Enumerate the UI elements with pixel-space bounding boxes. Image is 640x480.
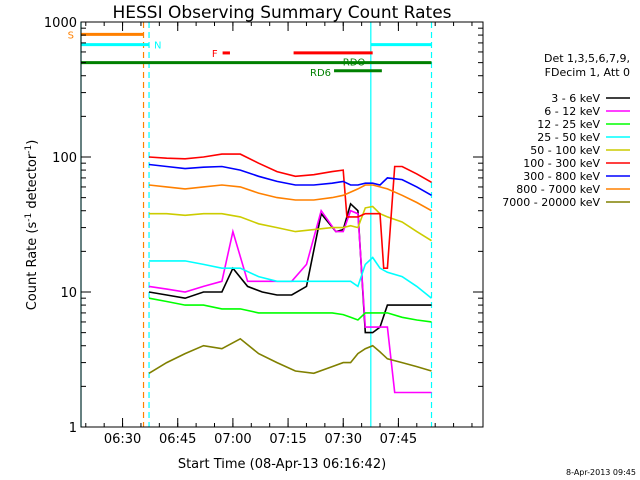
legend-header-1: Det 1,3,5,6,7,9, [544,52,630,65]
legend-label: 7000 - 20000 keV [502,196,600,209]
legend-label: 50 - 100 keV [530,144,600,157]
flag-label: S [68,30,74,41]
series-line [148,208,432,394]
flag-bars: S N F RDO RD6 [68,30,432,79]
x-tick-label: 06:45 [159,432,196,447]
y-label-part: detector [25,153,40,213]
series-line [148,153,432,270]
legend: Det 1,3,5,6,7,9, FDecim 1, Att 0 3 - 6 k… [502,52,630,209]
series-line [149,256,433,299]
series-line [148,163,432,196]
y-axis: 1 10 100 1000 [44,16,483,436]
legend-header-2: FDecim 1, Att 0 [545,66,630,79]
time-markers [80,22,433,427]
flag-label: RDO [343,58,366,69]
x-tick-label: 06:30 [104,432,141,447]
x-axis: 06:30 06:45 07:00 07:15 07:30 07:45 [85,22,473,447]
x-axis-label: Start Time (08-Apr-13 06:16:42) [178,457,386,472]
date-stamp: 8-Apr-2013 09:45 [566,468,636,477]
series-lines [148,153,433,394]
legend-label: 25 - 50 keV [537,131,600,144]
flag-label: N [154,41,161,52]
y-label-part: ) [25,140,40,145]
y-label-part: Count Rate (s [25,222,40,311]
y-tick-label: 100 [52,151,77,166]
x-tick-label: 07:45 [380,432,417,447]
legend-label: 100 - 300 keV [523,157,600,170]
y-label-exp: -1 [24,213,34,222]
x-tick-label: 07:00 [214,432,251,447]
series-line [148,297,432,323]
plot-frame [80,21,484,428]
x-tick-label: 07:15 [269,432,306,447]
series-line [148,337,432,375]
y-tick-label: 1 [69,421,77,436]
flag-label: F [212,49,218,60]
legend-label: 800 - 7000 keV [516,183,600,196]
y-axis-label: Count Rate (s-1 detector-1) [24,140,40,311]
legend-label: 3 - 6 keV [551,92,600,105]
y-tick-label: 10 [60,286,77,301]
y-tick-label: 1000 [44,16,77,31]
legend-label: 300 - 800 keV [523,170,600,183]
legend-label: 6 - 12 keV [544,105,600,118]
y-label-exp: -1 [24,145,34,154]
series-line [148,202,432,334]
chart-title: HESSI Observing Summary Count Rates [112,3,451,23]
series-line [148,184,432,212]
legend-label: 12 - 25 keV [537,118,600,131]
x-tick-label: 07:30 [325,432,362,447]
series-line [149,205,432,242]
flag-label: RD6 [310,68,331,79]
